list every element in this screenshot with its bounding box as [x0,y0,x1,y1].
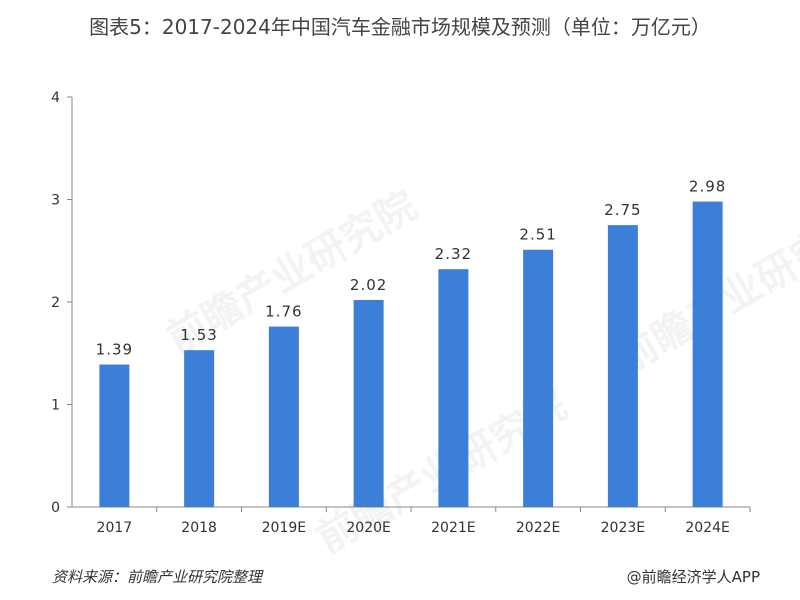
data-label: 1.39 [96,341,133,359]
bar [99,364,130,507]
data-label: 2.98 [689,178,726,196]
y-tick-label: 3 [51,193,60,209]
x-tick-label: 2018 [181,520,217,536]
x-tick-label: 2023E [601,520,645,536]
chart-title: 图表5：2017-2024年中国汽车金融市场规模及预测（单位：万亿元） [89,15,711,39]
data-label: 2.51 [519,226,556,244]
credit-note: @前瞻经济学人APP [626,568,760,586]
chart-data-labels: 1.39 1.53 1.76 2.02 2.32 2.51 2.75 2.98 [96,178,726,359]
data-label: 2.02 [350,276,387,294]
data-label: 1.53 [180,326,217,344]
chart-bars [99,201,723,508]
x-tick-label: 2022E [516,520,560,536]
bar [353,299,384,507]
y-tick-label: 1 [51,398,60,414]
y-tick-label: 0 [51,500,60,516]
bar [184,350,215,507]
x-tick-label: 2017 [97,520,133,536]
bar [523,249,554,507]
x-tick-label: 2020E [346,520,390,536]
data-label: 1.76 [265,303,302,321]
x-tick-label: 2024E [685,520,729,536]
bar [438,269,469,507]
bar [268,326,299,507]
x-tick-label: 2019E [262,520,306,536]
x-tick-label: 2021E [431,520,475,536]
data-label: 2.32 [435,245,472,263]
bar [607,225,638,507]
y-tick-label: 4 [51,90,60,106]
bar [692,201,723,508]
y-tick-label: 2 [51,295,60,311]
data-label: 2.75 [604,201,641,219]
chart-axes: 0 1 2 3 4 2017 2018 2019E 2020E 2021E 2022E 2023E 20… [51,90,751,536]
source-note: 资料来源：前瞻产业研究院整理 [52,568,263,586]
